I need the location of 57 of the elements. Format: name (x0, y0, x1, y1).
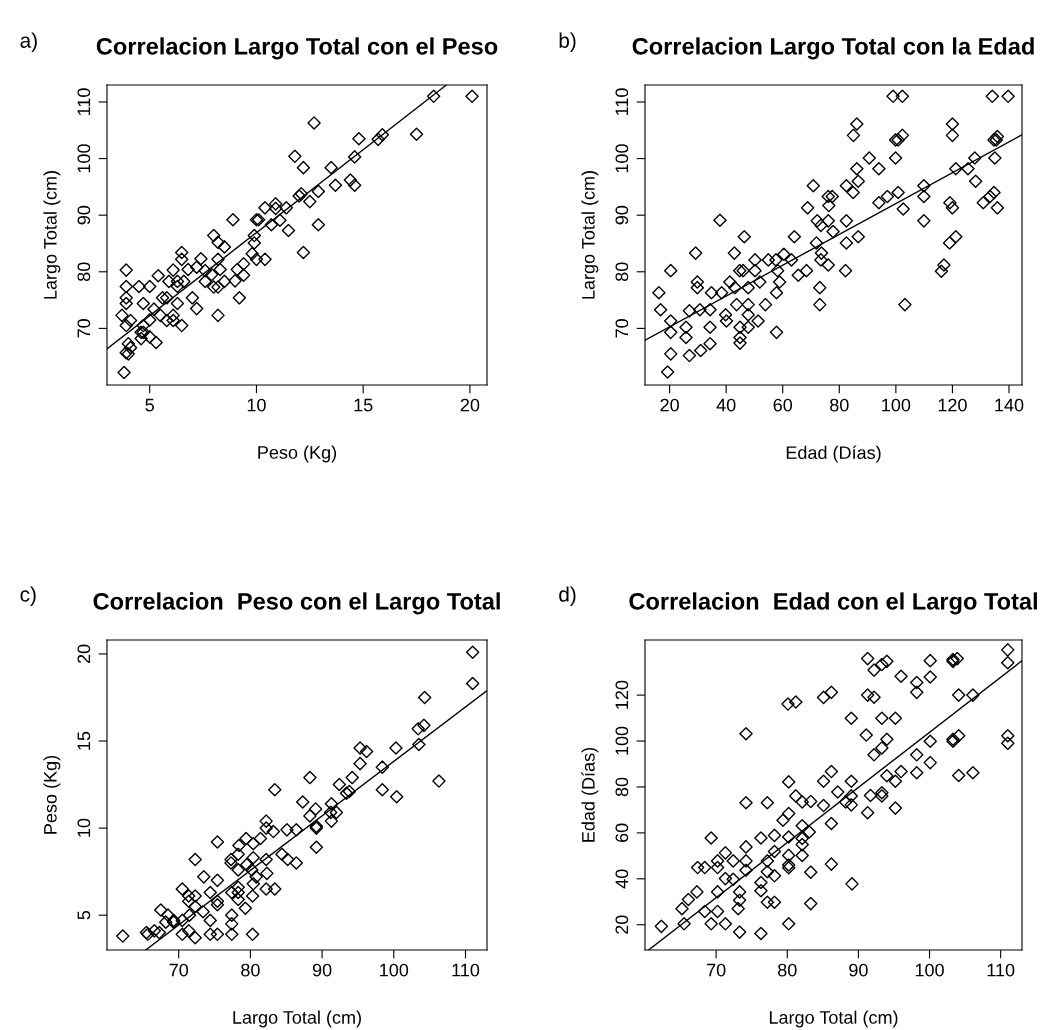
x-tick-label: 15 (354, 398, 373, 412)
y-tick-label: 100 (615, 144, 629, 173)
x-tick-label: 90 (312, 963, 332, 977)
x-tick-label: 20 (660, 398, 679, 412)
x-tick-label: 10 (247, 398, 266, 412)
y-axis-title: Largo Total (cm) (581, 171, 599, 299)
x-tick-label: 110 (987, 963, 1015, 977)
x-tick-label: 40 (716, 398, 736, 412)
chart-title: Correlacion Peso con el Largo Total (93, 592, 500, 615)
y-tick-label: 20 (615, 915, 629, 934)
y-tick-label: 120 (615, 680, 629, 709)
x-axis-title: Edad (Días) (786, 445, 881, 463)
y-tick-label: 70 (77, 319, 91, 338)
y-tick-label: 40 (615, 869, 629, 889)
x-axis-title: Peso (Kg) (258, 445, 337, 463)
x-tick-label: 90 (849, 963, 868, 977)
text: c) (20, 586, 36, 606)
y-tick-label: 10 (77, 818, 91, 837)
y-tick-label: 80 (77, 262, 91, 282)
x-tick-label: 100 (380, 963, 409, 977)
chart-title: Correlacion Edad con el Largo Total (629, 592, 1037, 615)
y-tick-label: 80 (615, 777, 629, 797)
x-tick-label: 140 (995, 398, 1024, 412)
text: a) (20, 32, 37, 52)
x-tick-label: 120 (938, 398, 967, 412)
y-tick-label: 20 (77, 644, 91, 664)
chart-title: Correlacion Largo Total con el Peso (96, 37, 498, 60)
y-tick-label: 90 (615, 205, 629, 225)
x-tick-label: 80 (830, 398, 849, 412)
chart-title: Correlacion Largo Total con la Edad (632, 37, 1034, 60)
x-tick-label: 70 (169, 963, 189, 977)
y-tick-label: 15 (77, 731, 91, 750)
y-tick-label: 60 (615, 823, 629, 843)
x-tick-label: 70 (707, 963, 726, 977)
text: d) (559, 586, 576, 606)
y-tick-label: 100 (77, 144, 91, 173)
x-axis-title: Largo Total (cm) (233, 1010, 361, 1028)
x-tick-label: 80 (241, 963, 260, 977)
y-axis-title: Edad (Días) (581, 747, 599, 842)
x-axis-title: Largo Total (cm) (769, 1010, 898, 1028)
x-tick-label: 110 (452, 963, 480, 977)
x-tick-label: 5 (145, 398, 154, 412)
y-tick-label: 90 (77, 205, 91, 225)
x-tick-label: 60 (773, 398, 793, 412)
x-tick-label: 20 (460, 398, 480, 412)
y-tick-label: 110 (615, 88, 629, 115)
x-tick-label: 100 (915, 963, 944, 977)
y-tick-label: 80 (615, 262, 629, 282)
y-axis-title: Largo Total (cm) (43, 171, 61, 299)
y-axis-title: Peso (Kg) (43, 755, 61, 834)
y-tick-label: 70 (615, 319, 629, 338)
x-tick-label: 100 (882, 398, 911, 412)
x-tick-label: 80 (778, 963, 797, 977)
y-tick-label: 110 (77, 88, 91, 115)
text: b) (559, 32, 576, 52)
y-tick-label: 5 (77, 910, 91, 920)
y-tick-label: 100 (615, 726, 629, 755)
